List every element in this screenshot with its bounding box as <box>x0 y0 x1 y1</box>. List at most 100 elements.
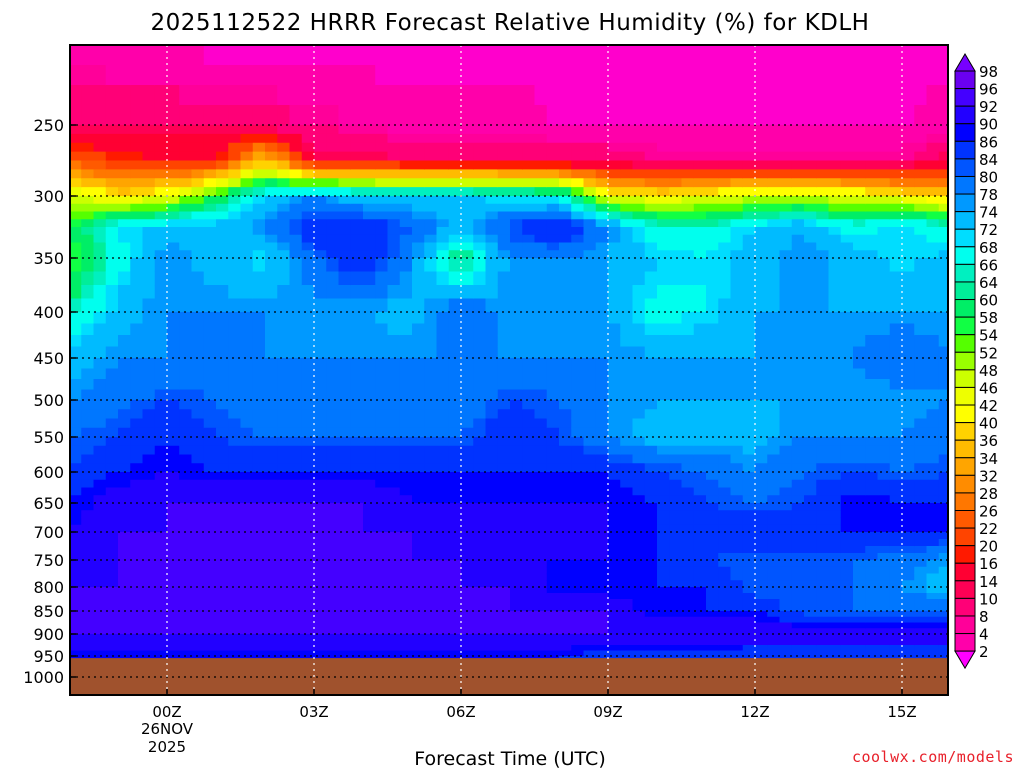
rh-cell <box>70 346 82 359</box>
rh-cell <box>779 125 793 135</box>
rh-cell <box>693 628 707 635</box>
rh-cell <box>203 258 217 273</box>
rh-cell <box>534 628 548 635</box>
rh-cell <box>154 227 168 236</box>
rh-cell <box>277 566 291 575</box>
rh-cell <box>877 368 891 380</box>
rh-cell <box>742 234 756 244</box>
rh-cell <box>840 234 854 244</box>
rh-cell <box>228 142 242 153</box>
rh-cell <box>412 400 425 410</box>
rh-cell <box>693 85 707 106</box>
rh-cell <box>277 599 291 606</box>
rh-cell <box>742 368 756 380</box>
rh-cell <box>853 65 866 86</box>
rh-cell <box>767 409 781 420</box>
rh-cell <box>693 65 707 86</box>
rh-cell <box>216 160 229 170</box>
rh-cell <box>828 346 842 359</box>
rh-cell <box>167 532 180 540</box>
rh-cell <box>767 593 781 600</box>
rh-cell <box>510 409 523 420</box>
rh-cell <box>706 169 719 179</box>
rh-cell <box>595 409 609 420</box>
rh-cell <box>914 418 928 429</box>
rh-cell <box>301 250 315 259</box>
rh-cell <box>448 587 462 594</box>
rh-cell <box>399 298 413 313</box>
rh-cell <box>559 298 572 313</box>
rh-cell <box>522 611 536 618</box>
rh-cell <box>877 242 891 251</box>
rh-cell <box>448 187 462 197</box>
rh-cell <box>216 546 229 554</box>
rh-cell <box>485 532 499 540</box>
rh-cell <box>191 151 205 162</box>
rh-cell <box>461 358 474 370</box>
rh-cell <box>546 566 560 575</box>
rh-cell <box>228 472 242 481</box>
rh-cell <box>473 187 487 197</box>
rh-cell <box>767 358 781 370</box>
rh-cell <box>522 479 536 489</box>
rh-cell <box>240 532 254 540</box>
rh-cell <box>718 358 732 370</box>
rh-cell <box>424 573 438 581</box>
rh-cell <box>779 628 793 635</box>
rh-cell <box>644 258 658 273</box>
rh-cell <box>657 203 670 213</box>
rh-cell <box>693 573 707 581</box>
rh-cell <box>804 495 817 504</box>
rh-cell <box>461 573 474 581</box>
rh-cell <box>632 271 646 286</box>
rh-cell <box>350 645 364 652</box>
rh-cell <box>926 587 940 594</box>
rh-cell <box>644 539 658 547</box>
rh-cell <box>448 616 462 624</box>
rh-cell <box>644 517 658 526</box>
rh-cell <box>448 323 462 336</box>
rh-cell <box>216 151 229 162</box>
rh-cell <box>497 517 511 526</box>
rh-cell <box>718 560 732 568</box>
rh-cell <box>559 599 572 606</box>
rh-cell <box>387 427 401 438</box>
rh-cell <box>277 227 291 236</box>
rh-cell <box>461 160 474 170</box>
rh-cell <box>730 312 744 325</box>
rh-cell <box>265 587 278 594</box>
rh-cell <box>81 358 95 370</box>
rh-cell <box>706 587 719 594</box>
rh-cell <box>559 271 572 286</box>
rh-cell <box>608 368 621 380</box>
rh-cell <box>412 546 425 554</box>
rh-cell <box>387 346 401 359</box>
rh-cell <box>926 487 940 496</box>
rh-cell <box>387 650 401 657</box>
rh-cell <box>81 573 95 581</box>
rh-cell <box>301 160 315 170</box>
rh-cell <box>203 234 217 244</box>
rh-cell <box>461 463 474 473</box>
rh-cell <box>497 358 511 370</box>
rh-cell <box>889 510 903 519</box>
rh-cell <box>657 472 670 481</box>
rh-cell <box>889 196 903 205</box>
rh-cell <box>767 258 781 273</box>
rh-cell <box>191 285 205 300</box>
rh-cell <box>265 178 278 188</box>
rh-cell <box>265 539 278 547</box>
rh-cell <box>130 196 144 205</box>
rh-cell <box>399 593 413 600</box>
rh-cell <box>167 105 180 126</box>
rh-cell <box>522 539 536 547</box>
rh-cell <box>644 524 658 533</box>
rh-cell <box>485 445 499 456</box>
rh-cell <box>718 539 732 547</box>
rh-cell <box>399 227 413 236</box>
rh-cell <box>693 169 707 179</box>
rh-cell <box>693 517 707 526</box>
rh-cell <box>559 379 572 391</box>
rh-cell <box>816 379 830 391</box>
rh-cell <box>669 312 683 325</box>
